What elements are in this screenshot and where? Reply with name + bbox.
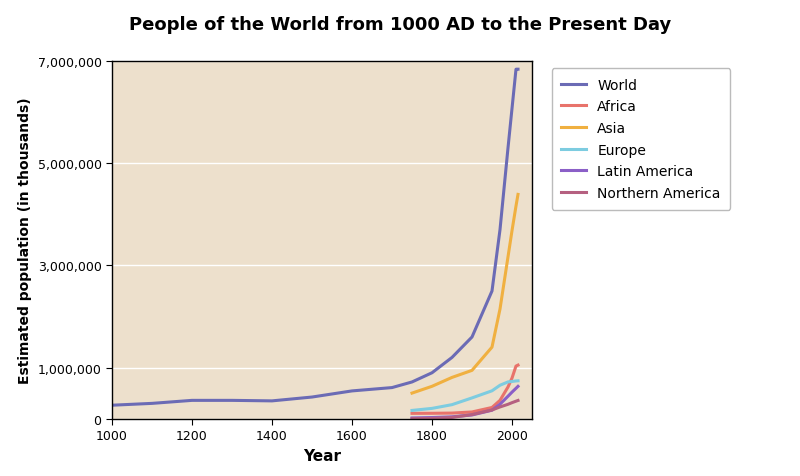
Text: People of the World from 1000 AD to the Present Day: People of the World from 1000 AD to the … [129, 16, 671, 34]
World [227, 397, 237, 403]
World [511, 67, 521, 73]
World [427, 370, 437, 376]
World [387, 385, 397, 391]
Northern America [503, 402, 513, 407]
Asia [407, 390, 417, 396]
Europe [467, 395, 477, 401]
Africa [507, 376, 517, 381]
Northern America [427, 416, 437, 421]
Line: Northern America: Northern America [412, 401, 518, 419]
Europe [487, 388, 497, 394]
Europe [427, 406, 437, 411]
Asia [495, 307, 505, 312]
Northern America [407, 416, 417, 422]
Latin America [407, 415, 417, 421]
World [187, 397, 197, 403]
Latin America [467, 412, 477, 418]
Africa [467, 409, 477, 415]
Latin America [495, 401, 505, 407]
Europe [511, 378, 521, 384]
World [514, 67, 523, 73]
Asia [514, 192, 523, 198]
World [487, 288, 497, 294]
Northern America [487, 407, 497, 413]
Asia [511, 204, 521, 209]
World [267, 398, 277, 404]
Africa [514, 363, 523, 368]
Latin America [447, 414, 457, 420]
Africa [407, 411, 417, 416]
Northern America [495, 404, 505, 410]
Latin America [503, 394, 513, 399]
Europe [503, 379, 513, 385]
World [507, 107, 517, 112]
Latin America [487, 407, 497, 413]
Europe [407, 408, 417, 414]
World [307, 394, 317, 400]
Line: Africa: Africa [412, 366, 518, 414]
World [503, 146, 513, 151]
Northern America [511, 398, 521, 404]
Latin America [427, 415, 437, 420]
Line: World: World [112, 70, 518, 406]
Asia [427, 384, 437, 389]
Northern America [507, 400, 517, 406]
Africa [511, 364, 521, 369]
Latin America [511, 386, 521, 391]
Asia [467, 368, 477, 374]
World [147, 401, 157, 407]
Legend: World, Africa, Asia, Europe, Latin America, Northern America: World, Africa, Asia, Europe, Latin Ameri… [551, 69, 730, 210]
Northern America [514, 398, 523, 404]
Northern America [447, 415, 457, 420]
World [467, 335, 477, 340]
Africa [447, 410, 457, 416]
Line: Asia: Asia [412, 195, 518, 393]
Europe [495, 383, 505, 388]
Latin America [507, 389, 517, 395]
Asia [507, 228, 517, 234]
World [107, 403, 117, 408]
Africa [495, 397, 505, 403]
Africa [487, 405, 497, 410]
Line: Europe: Europe [412, 381, 518, 411]
Africa [503, 384, 513, 390]
Line: Latin America: Latin America [412, 387, 518, 418]
Y-axis label: Estimated population (in thousands): Estimated population (in thousands) [18, 98, 32, 383]
World [347, 388, 357, 394]
Asia [487, 345, 497, 350]
Europe [514, 378, 523, 384]
World [495, 228, 505, 233]
Africa [427, 411, 437, 416]
Europe [447, 402, 457, 407]
Asia [503, 255, 513, 260]
World [447, 355, 457, 360]
Northern America [467, 412, 477, 417]
Asia [447, 375, 457, 380]
World [407, 379, 417, 385]
Europe [507, 379, 517, 385]
X-axis label: Year: Year [303, 448, 341, 463]
Latin America [514, 384, 523, 389]
